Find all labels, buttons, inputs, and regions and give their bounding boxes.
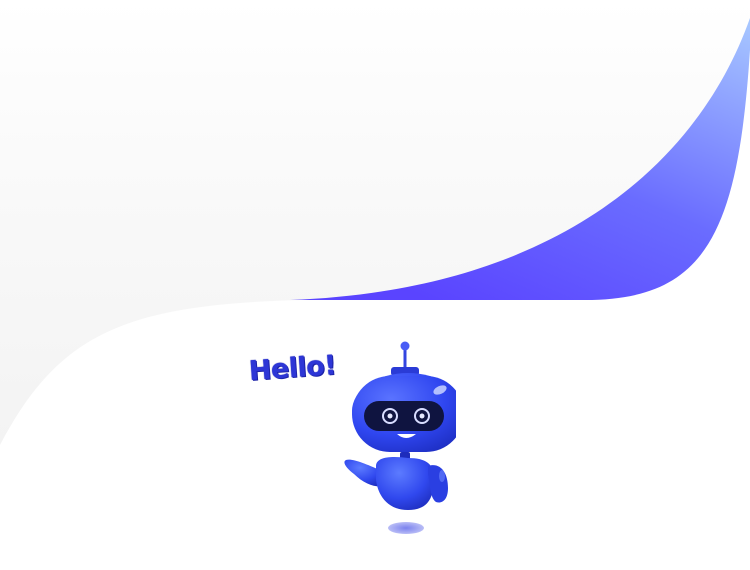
antenna [391, 341, 419, 376]
robot-body [376, 456, 434, 510]
greeting-text: Hello! [247, 349, 338, 387]
grey-sheet-shape [0, 0, 750, 445]
right-eye [414, 408, 430, 424]
robot-shadow [388, 522, 424, 534]
robot-waving-arm [344, 459, 384, 487]
robot-head [352, 373, 456, 452]
robot-mascot [344, 341, 456, 534]
robot-smile [397, 434, 416, 438]
blue-curl-shape [290, 18, 750, 300]
left-eye [382, 408, 398, 424]
